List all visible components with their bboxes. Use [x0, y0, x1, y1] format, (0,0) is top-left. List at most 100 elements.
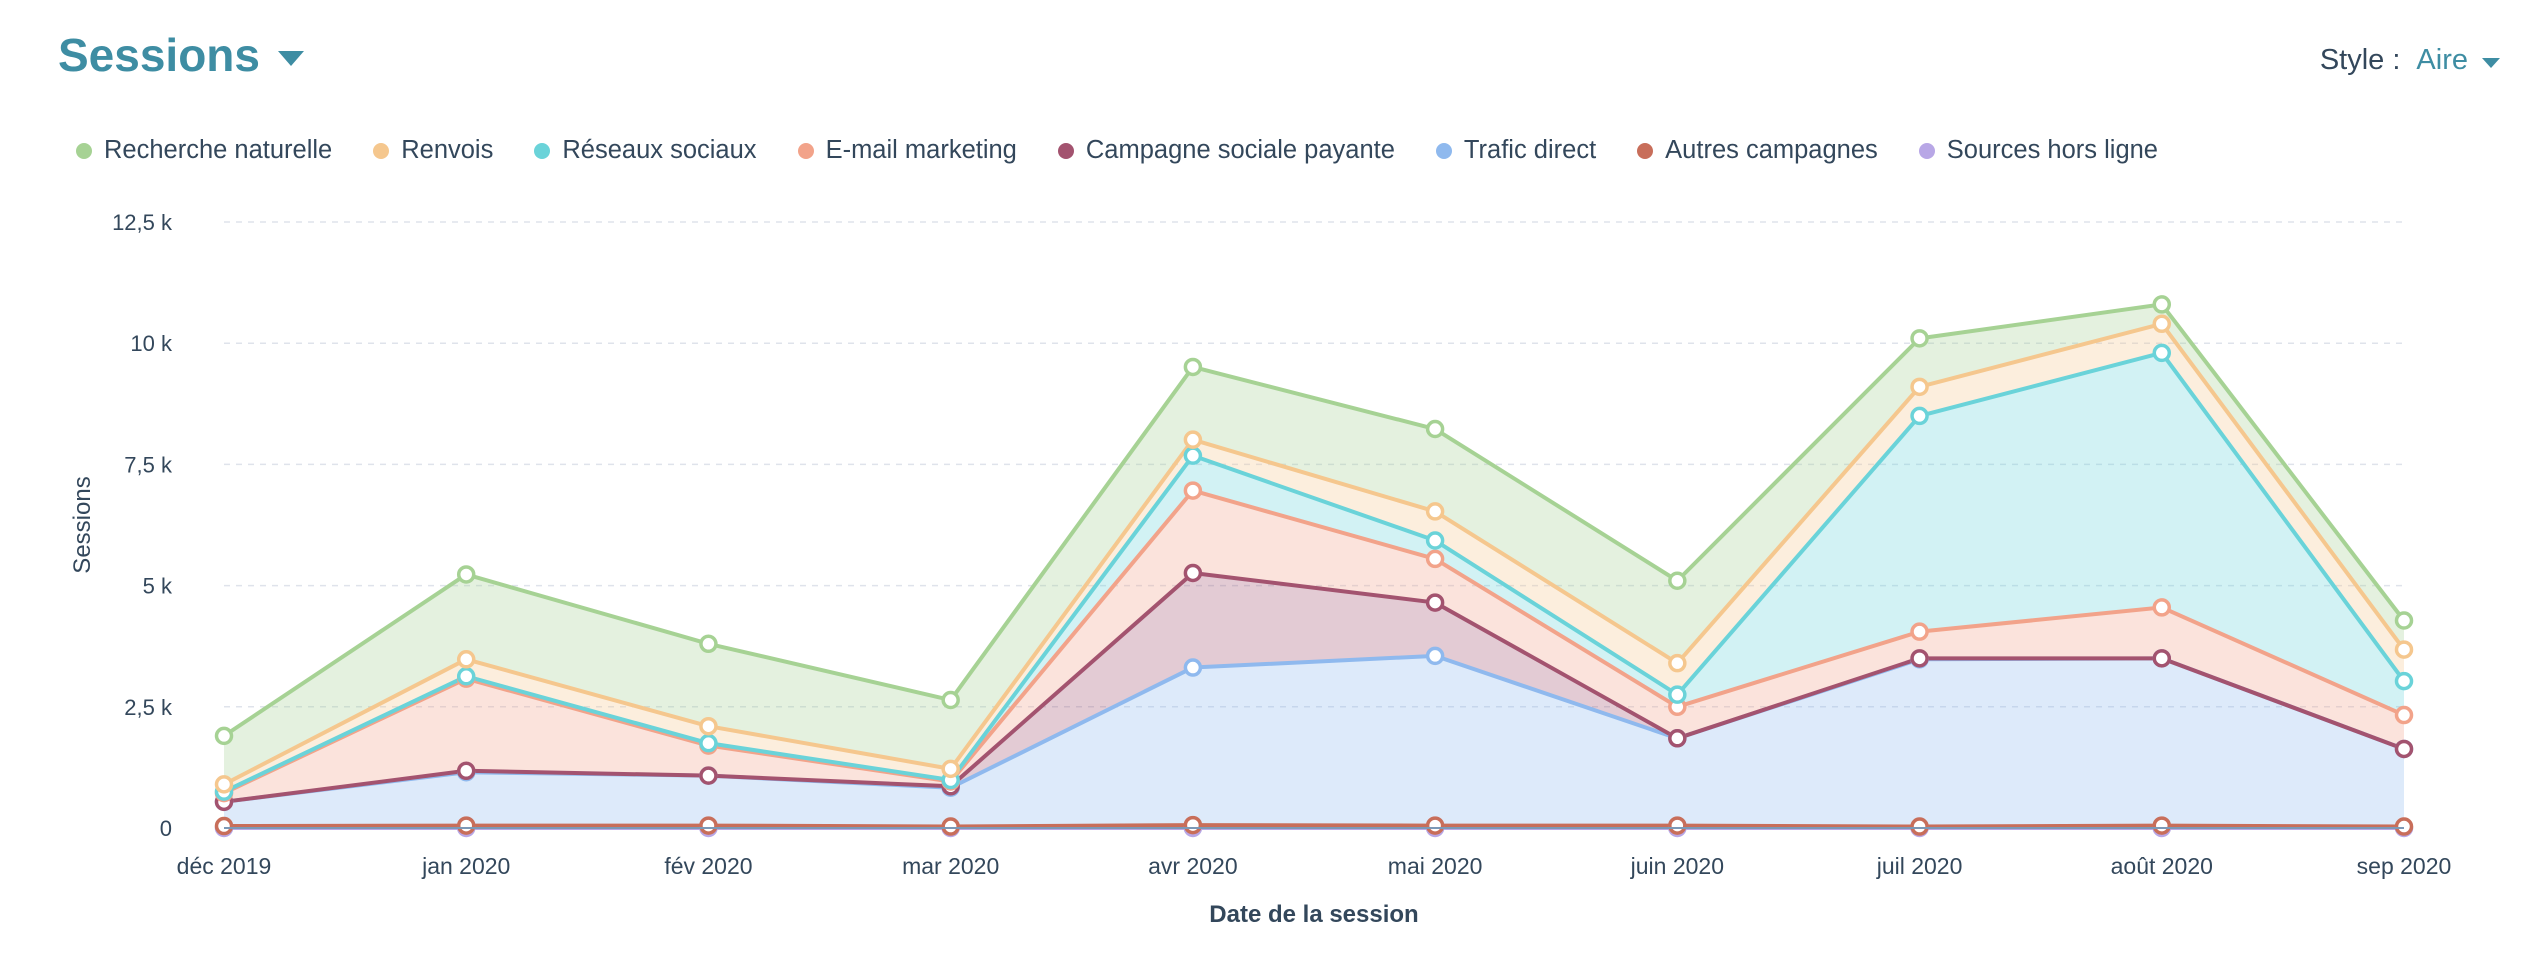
point-renvois[interactable]: [2152, 314, 2172, 334]
legend-dot-icon: [797, 142, 814, 159]
point-campagne-sociale-payante[interactable]: [1183, 563, 1203, 583]
point-reseaux-sociaux[interactable]: [699, 733, 718, 753]
style-dropdown-value[interactable]: Aire: [2416, 44, 2468, 76]
legend-label: Réseaux sociaux: [562, 136, 757, 164]
page-title: Sessions: [58, 29, 260, 81]
point-recherche-naturelle[interactable]: [699, 634, 718, 654]
point-autres-campagnes[interactable]: [1668, 816, 1687, 835]
legend-label: Trafic direct: [1463, 136, 1597, 164]
point-renvois[interactable]: [1425, 502, 1445, 521]
chevron-down-icon[interactable]: [278, 50, 304, 66]
point-trafic-direct[interactable]: [1425, 646, 1445, 666]
point-autres-campagnes[interactable]: [2152, 816, 2172, 835]
point-renvois[interactable]: [214, 775, 234, 794]
area-fills: [224, 304, 2404, 828]
point-reseaux-sociaux[interactable]: [1668, 685, 1687, 704]
legend-item-trafic-direct[interactable]: Trafic direct: [1435, 136, 1597, 165]
x-axis-title: Date de la session: [1209, 901, 1418, 928]
x-tick-label: août 2020: [2111, 853, 2213, 879]
point-recherche-naturelle[interactable]: [1668, 571, 1687, 591]
style-selector[interactable]: Style : Aire: [2320, 44, 2500, 77]
point-e-mail-marketing[interactable]: [1183, 481, 1203, 500]
point-autres-campagnes[interactable]: [2394, 817, 2414, 836]
area-e-mail-marketing: [224, 490, 2404, 802]
point-renvois[interactable]: [1910, 377, 1929, 397]
y-tick-label: 12,5 k: [112, 210, 173, 235]
legend-dot-icon: [1637, 142, 1654, 159]
legend-label: Recherche naturelle: [104, 136, 333, 164]
point-recherche-naturelle[interactable]: [2394, 611, 2414, 630]
point-reseaux-sociaux[interactable]: [456, 667, 476, 686]
point-reseaux-sociaux[interactable]: [1910, 406, 1929, 426]
point-campagne-sociale-payante[interactable]: [1910, 649, 1929, 668]
point-reseaux-sociaux[interactable]: [2152, 343, 2172, 363]
point-campagne-sociale-payante[interactable]: [699, 766, 718, 785]
point-autres-campagnes[interactable]: [1183, 815, 1203, 835]
point-renvois[interactable]: [941, 759, 960, 779]
legend-dot-icon: [534, 142, 551, 159]
point-autres-campagnes[interactable]: [1910, 817, 1929, 836]
line-recherche-naturelle: [222, 302, 2406, 738]
point-recherche-naturelle[interactable]: [2152, 295, 2172, 314]
legend-item-e-mail-marketing[interactable]: E-mail marketing: [797, 136, 1017, 165]
point-autres-campagnes[interactable]: [456, 816, 476, 835]
legend-dot-icon: [76, 142, 92, 159]
x-tick-label: sep 2020: [2357, 853, 2452, 879]
point-recherche-naturelle[interactable]: [456, 565, 476, 584]
point-campagne-sociale-payante[interactable]: [456, 761, 476, 781]
style-label: Style :: [2319, 44, 2401, 76]
area-trafic-direct: [224, 655, 2404, 827]
point-campagne-sociale-payante[interactable]: [1668, 729, 1687, 748]
point-renvois[interactable]: [1668, 653, 1687, 673]
point-recherche-naturelle[interactable]: [941, 690, 960, 710]
point-autres-campagnes[interactable]: [941, 817, 960, 836]
point-campagne-sociale-payante[interactable]: [2394, 739, 2414, 759]
point-trafic-direct[interactable]: [1183, 658, 1203, 677]
x-tick-label: mar 2020: [902, 853, 999, 879]
point-e-mail-marketing[interactable]: [1425, 549, 1445, 569]
point-e-mail-marketing[interactable]: [2394, 705, 2414, 725]
x-tick-label: juil 2020: [1876, 853, 1963, 879]
area-reseaux-sociaux: [224, 352, 2404, 794]
point-campagne-sociale-payante[interactable]: [2152, 649, 2172, 668]
point-renvois[interactable]: [2394, 640, 2414, 659]
point-autres-campagnes[interactable]: [699, 816, 718, 835]
point-reseaux-sociaux[interactable]: [1425, 531, 1445, 550]
y-tick-label: 7,5 k: [124, 452, 173, 477]
point-reseaux-sociaux[interactable]: [1183, 446, 1203, 465]
point-recherche-naturelle[interactable]: [1425, 419, 1445, 439]
point-renvois[interactable]: [699, 716, 718, 736]
area-renvois: [224, 323, 2404, 792]
legend-label: Autres campagnes: [1665, 136, 1878, 164]
series-lines: [222, 302, 2406, 830]
legend-label: Campagne sociale payante: [1085, 136, 1395, 164]
point-e-mail-marketing[interactable]: [1910, 622, 1929, 641]
point-recherche-naturelle[interactable]: [1910, 329, 1929, 348]
point-renvois[interactable]: [1183, 430, 1203, 449]
point-renvois[interactable]: [456, 650, 476, 669]
chart-legend: Recherche naturelle Renvois Réseaux sociau…: [76, 136, 2199, 165]
legend-item-autres-campagnes[interactable]: Autres campagnes: [1637, 136, 1878, 165]
point-recherche-naturelle[interactable]: [1183, 357, 1203, 377]
legend-item-reseaux-sociaux[interactable]: Réseaux sociaux: [534, 136, 757, 165]
x-tick-label: jan 2020: [421, 853, 510, 879]
legend-dot-icon: [373, 142, 390, 159]
chevron-down-icon[interactable]: [2482, 57, 2500, 68]
line-autres-campagnes: [223, 823, 2405, 829]
y-tick-label: 5 k: [143, 574, 173, 599]
point-autres-campagnes[interactable]: [214, 816, 234, 836]
chart-header: Sessions: [58, 28, 304, 82]
point-e-mail-marketing[interactable]: [2152, 598, 2172, 617]
y-axis-title: Sessions: [69, 476, 96, 573]
point-autres-campagnes[interactable]: [1425, 816, 1445, 835]
grid-lines: [224, 221, 2404, 708]
x-tick-label: déc 2019: [177, 853, 272, 879]
x-tick-label: avr 2020: [1148, 853, 1238, 879]
point-recherche-naturelle[interactable]: [214, 726, 234, 746]
point-campagne-sociale-payante[interactable]: [1425, 593, 1445, 612]
legend-item-recherche-naturelle[interactable]: Recherche naturelle: [76, 136, 332, 165]
legend-item-renvois[interactable]: Renvois: [373, 136, 493, 165]
point-reseaux-sociaux[interactable]: [2394, 671, 2414, 691]
legend-item-campagne-sociale-payante[interactable]: Campagne sociale payante: [1057, 136, 1395, 165]
legend-item-sources-hors-ligne[interactable]: Sources hors ligne: [1918, 136, 2158, 165]
